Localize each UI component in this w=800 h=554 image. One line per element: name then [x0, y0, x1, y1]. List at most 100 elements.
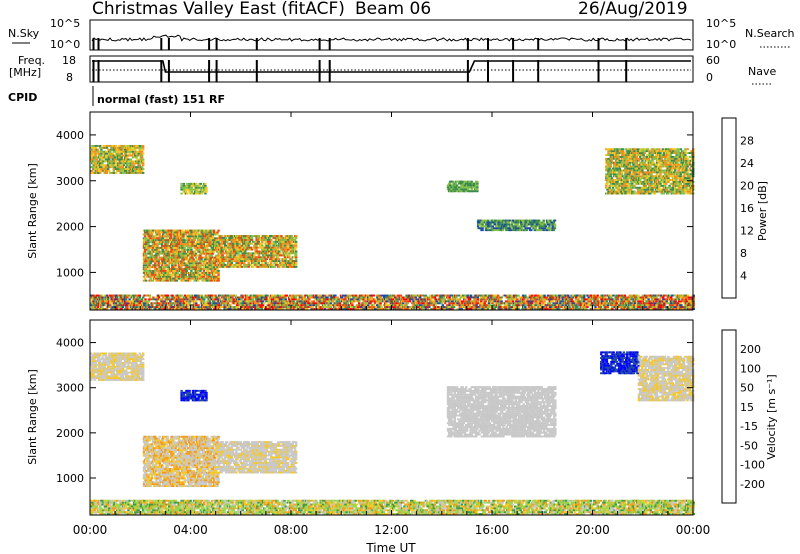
power-cell	[112, 150, 115, 153]
power-cell	[190, 270, 193, 272]
power-cell	[166, 243, 169, 245]
power-cell	[192, 233, 195, 236]
power-cell	[606, 182, 609, 185]
power-cell	[131, 150, 135, 153]
power-cell	[186, 182, 189, 185]
power-cell	[643, 163, 646, 166]
power-cell	[100, 154, 103, 157]
power-cell	[105, 146, 109, 149]
power-cell	[169, 252, 173, 255]
power-cell	[281, 242, 284, 245]
power-cell	[123, 160, 127, 163]
power-cell	[667, 190, 670, 193]
power-cell	[657, 177, 660, 180]
power-cell	[284, 252, 288, 255]
power-cell	[111, 296, 114, 299]
power-cell	[674, 186, 677, 189]
power-cell	[142, 296, 145, 299]
power-cell	[479, 227, 482, 230]
power-cell	[200, 237, 203, 240]
power-cell	[684, 148, 687, 151]
power-cell	[138, 294, 141, 297]
power-cell	[652, 148, 655, 151]
power-cell	[286, 242, 289, 245]
power-cell	[172, 252, 175, 255]
power-cell	[234, 254, 237, 257]
power-cell	[90, 146, 93, 149]
power-cell	[174, 260, 177, 263]
power-cell	[165, 306, 169, 308]
power-cell	[276, 240, 280, 243]
power-cell	[272, 237, 275, 239]
freq-gap-bar	[512, 60, 515, 82]
power-cell	[165, 233, 168, 236]
power-cell	[113, 168, 117, 170]
power-cell	[257, 235, 261, 237]
power-cell	[610, 159, 614, 162]
power-cell	[675, 157, 678, 160]
power-cell	[261, 265, 264, 268]
cpid-panel: CPID normal (fast) 151 RF	[8, 86, 225, 106]
power-cell	[276, 265, 280, 268]
nsky-gap-bar	[487, 38, 489, 50]
power-cell	[217, 254, 220, 257]
power-cell	[200, 243, 203, 245]
power-cell	[164, 298, 167, 301]
power-cell	[184, 252, 187, 255]
power-cell	[167, 229, 170, 232]
power-cell	[203, 241, 207, 244]
power-cell	[142, 262, 146, 265]
power-cell	[633, 161, 636, 164]
power-cell	[148, 294, 152, 297]
power-cell	[205, 186, 208, 189]
power-cell	[155, 241, 158, 244]
power-cell	[248, 254, 252, 257]
power-cell	[197, 270, 200, 272]
power-cell	[185, 262, 189, 265]
power-cell	[295, 262, 298, 264]
power-cell	[162, 237, 165, 240]
power-cell	[278, 250, 281, 253]
power-cell	[248, 240, 252, 243]
power-cell	[283, 256, 287, 259]
power-cell	[291, 239, 294, 241]
power-cell	[147, 248, 150, 251]
power-cell	[189, 279, 192, 282]
power-cell	[455, 188, 459, 191]
power-cell	[145, 270, 148, 272]
power-cell	[615, 179, 618, 181]
power-cell	[166, 260, 169, 263]
power-cell	[146, 275, 149, 278]
power-cell	[169, 237, 173, 240]
power-cell	[171, 260, 174, 263]
power-cell	[166, 294, 170, 297]
power-cell	[150, 233, 154, 236]
power-cell	[157, 254, 160, 257]
power-cell	[635, 167, 638, 170]
power-cell	[237, 262, 240, 264]
power-cell	[258, 258, 262, 261]
power-cell	[196, 188, 199, 191]
power-cell	[661, 184, 664, 187]
power-cell	[542, 221, 545, 224]
power-cell	[645, 173, 649, 176]
power-cell	[250, 239, 254, 241]
power-cell	[462, 182, 465, 185]
power-cell	[121, 302, 125, 305]
power-cell	[194, 266, 198, 269]
power-cell	[229, 246, 232, 249]
freq-gap-bar	[625, 60, 628, 82]
power-cell	[270, 239, 273, 241]
power-cell	[222, 262, 226, 264]
power-cell	[542, 219, 545, 222]
power-cell	[137, 304, 140, 307]
power-cell	[517, 225, 520, 228]
power-cell	[658, 157, 661, 160]
power-cell	[162, 272, 165, 274]
power-cell	[653, 157, 657, 160]
power-cell	[178, 252, 182, 255]
power-cell	[130, 164, 134, 167]
power-cell	[163, 268, 166, 270]
power-cell	[641, 177, 644, 180]
power-cell	[176, 268, 180, 270]
